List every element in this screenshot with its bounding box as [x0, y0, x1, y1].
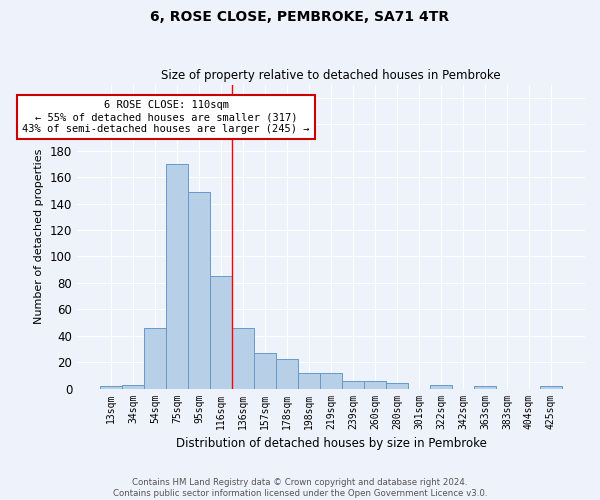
- Bar: [144, 328, 166, 388]
- Bar: [276, 360, 298, 388]
- Bar: [122, 384, 144, 388]
- Bar: [188, 192, 210, 388]
- Bar: [320, 372, 342, 388]
- Bar: [298, 372, 320, 388]
- Bar: [254, 353, 276, 388]
- Bar: [232, 328, 254, 388]
- Text: 6, ROSE CLOSE, PEMBROKE, SA71 4TR: 6, ROSE CLOSE, PEMBROKE, SA71 4TR: [151, 10, 449, 24]
- Bar: [342, 380, 364, 388]
- Text: Contains HM Land Registry data © Crown copyright and database right 2024.
Contai: Contains HM Land Registry data © Crown c…: [113, 478, 487, 498]
- Bar: [474, 386, 496, 388]
- X-axis label: Distribution of detached houses by size in Pembroke: Distribution of detached houses by size …: [176, 437, 487, 450]
- Y-axis label: Number of detached properties: Number of detached properties: [34, 149, 44, 324]
- Text: 6 ROSE CLOSE: 110sqm
← 55% of detached houses are smaller (317)
43% of semi-deta: 6 ROSE CLOSE: 110sqm ← 55% of detached h…: [22, 100, 310, 134]
- Bar: [540, 386, 562, 388]
- Bar: [210, 276, 232, 388]
- Title: Size of property relative to detached houses in Pembroke: Size of property relative to detached ho…: [161, 69, 501, 82]
- Bar: [100, 386, 122, 388]
- Bar: [430, 384, 452, 388]
- Bar: [364, 380, 386, 388]
- Bar: [166, 164, 188, 388]
- Bar: [386, 384, 408, 388]
